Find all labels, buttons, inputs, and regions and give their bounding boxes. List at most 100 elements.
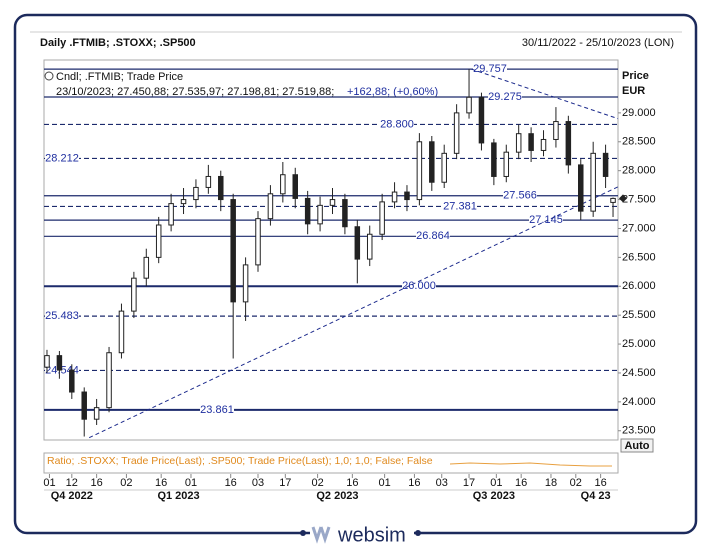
y-tick-label: 26.000 xyxy=(622,280,656,292)
y-tick-label: 25.500 xyxy=(622,309,656,321)
level-label: 27.566 xyxy=(503,190,537,202)
candle-body xyxy=(441,152,447,183)
level-label: 28.800 xyxy=(380,118,414,130)
level-label: 25.483 xyxy=(45,310,79,322)
candle-body xyxy=(391,191,398,203)
y-tick-label: 26.500 xyxy=(622,251,656,263)
period-label: Q4 2022 xyxy=(51,490,93,502)
level-label: 26.000 xyxy=(402,280,436,292)
level-label: 23.861 xyxy=(200,404,234,416)
candle-body xyxy=(404,191,410,201)
candle-body xyxy=(242,264,249,303)
x-tick-label: 02 xyxy=(570,477,582,489)
x-tick-label: 12 xyxy=(66,477,78,489)
x-tick-label: 01 xyxy=(379,477,391,489)
date-range: 30/11/2022 - 25/10/2023 (LON) xyxy=(522,37,674,49)
candle-body xyxy=(466,96,472,114)
x-tick-label: 16 xyxy=(408,477,420,489)
chart-title: Daily .FTMIB; .STOXX; .SP500 xyxy=(40,37,196,49)
candle-body xyxy=(193,186,199,201)
y-tick-label: 27.000 xyxy=(622,222,656,234)
candle-body xyxy=(329,199,336,206)
y-tick-label: 27.500 xyxy=(622,193,656,205)
ratio-text: Ratio; .STOXX; Trade Price(Last); .SP500… xyxy=(47,455,433,467)
logo-bg xyxy=(310,522,414,544)
level-label: 28.212 xyxy=(45,152,79,164)
auto-button[interactable] xyxy=(620,438,654,453)
level-label: 27.381 xyxy=(443,200,477,212)
candle-body xyxy=(602,152,609,177)
candle-body xyxy=(578,164,584,212)
candle-body xyxy=(379,201,385,235)
x-tick-label: 16 xyxy=(91,477,103,489)
candle-body xyxy=(230,199,236,303)
price-label: Price xyxy=(622,70,649,82)
candle-body xyxy=(317,204,323,225)
plot-area xyxy=(43,59,619,441)
period-label: Q2 2023 xyxy=(316,490,358,502)
candle-body xyxy=(453,112,460,154)
x-tick-label: 16 xyxy=(346,477,358,489)
x-tick-label: 16 xyxy=(225,477,237,489)
x-tick-label: 03 xyxy=(252,477,264,489)
currency-label: EUR xyxy=(622,85,645,97)
level-label: 29.757 xyxy=(473,63,507,75)
candle-body xyxy=(366,233,373,260)
candle-body xyxy=(81,391,87,420)
period-label: Q4 23 xyxy=(581,490,611,502)
level-label-bg xyxy=(402,280,436,293)
legend-series: Cndl; .FTMIB; Trade Price xyxy=(56,71,183,83)
x-tick-label: 01 xyxy=(185,477,197,489)
candle-body xyxy=(131,277,137,312)
y-tick-label: 24.000 xyxy=(622,396,656,408)
trend-line xyxy=(471,68,619,120)
x-tick-label: 01 xyxy=(490,477,502,489)
legend-icon xyxy=(44,71,54,81)
y-tick-label: 29.000 xyxy=(622,107,656,119)
logo: websim xyxy=(300,522,421,546)
x-tick-label: 17 xyxy=(463,477,475,489)
level-label: 26.864 xyxy=(416,230,450,242)
candle-body xyxy=(491,142,497,177)
logo-dot xyxy=(415,530,421,536)
level-label-bg xyxy=(45,310,79,323)
candle-body xyxy=(610,197,616,203)
y-tick-label: 24.500 xyxy=(622,367,656,379)
legend-change: +162,88; (+0,60%) xyxy=(347,86,438,98)
period-label: Q1 2023 xyxy=(157,490,199,502)
period-label: Q3 2023 xyxy=(473,490,515,502)
logo-mark xyxy=(311,526,331,544)
level-label-bg xyxy=(503,189,537,202)
x-tick-label: 16 xyxy=(155,477,167,489)
y-tick-label: 23.500 xyxy=(622,425,656,437)
y-tick-label: 28.500 xyxy=(622,136,656,148)
x-tick-label: 17 xyxy=(279,477,291,489)
candle-body xyxy=(69,369,75,393)
candle-body xyxy=(553,121,559,140)
candle-body xyxy=(255,218,261,266)
level-label-bg xyxy=(200,403,234,416)
candle-body xyxy=(304,197,311,225)
level-label-bg xyxy=(488,90,522,103)
candle-body xyxy=(143,256,150,279)
level-label-bg xyxy=(380,118,414,131)
candle-body xyxy=(280,174,286,195)
x-tick-label: 02 xyxy=(311,477,323,489)
candle-body xyxy=(218,175,224,201)
x-tick-label: 02 xyxy=(120,477,132,489)
candle-body xyxy=(429,141,435,183)
candle-body xyxy=(93,407,100,420)
level-label: 29.275 xyxy=(488,91,522,103)
candle-body xyxy=(106,352,112,409)
candle-body xyxy=(267,193,274,220)
candle-body xyxy=(478,96,485,144)
level-label-bg xyxy=(45,152,79,165)
candle-body xyxy=(118,310,125,354)
level-label-bg xyxy=(443,200,477,213)
candle-body xyxy=(168,203,174,226)
logo-dot xyxy=(300,530,306,536)
x-tick-label: 16 xyxy=(594,477,606,489)
y-tick-label: 28.000 xyxy=(622,165,656,177)
candle-body xyxy=(565,121,572,166)
